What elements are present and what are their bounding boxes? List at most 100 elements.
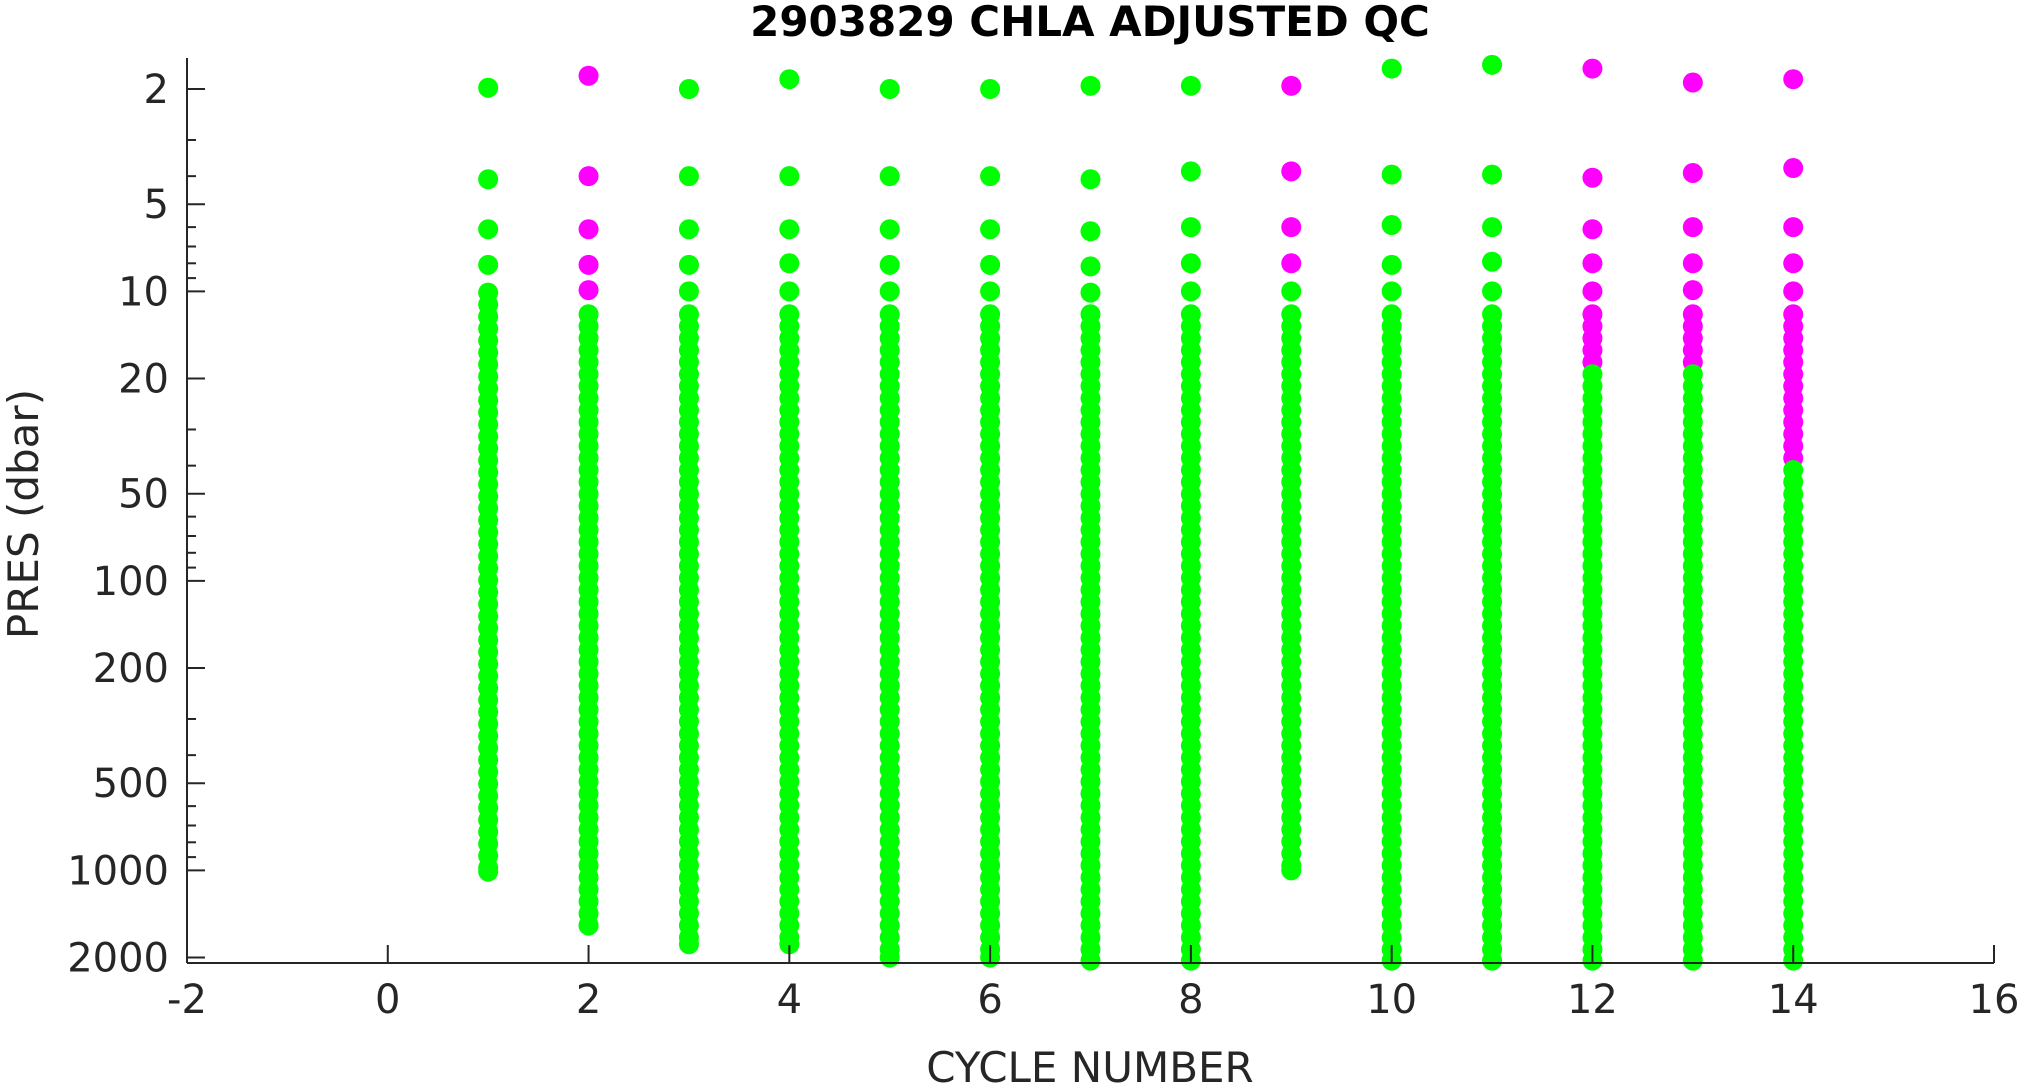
data-point — [578, 280, 599, 301]
data-point — [1080, 169, 1101, 190]
y-tick-label: 1000 — [67, 848, 169, 894]
data-point — [678, 219, 699, 240]
data-point — [1281, 217, 1302, 238]
data-point — [578, 254, 599, 275]
y-tick-label: 500 — [93, 761, 169, 807]
data-point — [779, 934, 800, 955]
x-tick-label: 14 — [1768, 977, 1819, 1023]
y-axis-title: PRES (dbar) — [0, 389, 48, 639]
data-point — [980, 219, 1001, 240]
data-point — [779, 69, 800, 90]
data-point — [1582, 253, 1603, 274]
data-point — [1180, 217, 1201, 238]
x-ticks: -2 0 2 4 6 8 10 12 14 16 — [167, 945, 2019, 1023]
y-tick-label: 100 — [93, 559, 169, 605]
data-point — [1281, 253, 1302, 274]
data-point — [1582, 219, 1603, 240]
chart-title: 2903829 CHLA ADJUSTED QC — [750, 0, 1430, 46]
profile-cycle-1 — [478, 77, 499, 882]
data-point — [1582, 167, 1603, 188]
data-point — [1180, 281, 1201, 302]
x-tick-label: 10 — [1366, 977, 1417, 1023]
x-tick-label: -2 — [167, 977, 207, 1023]
data-point — [1682, 162, 1703, 183]
data-point — [578, 166, 599, 187]
axes: -2 0 2 4 6 8 10 12 14 16 2 5 10 20 50 100 200 500 1000 200… — [67, 58, 2019, 1023]
y-tick-label: 10 — [118, 269, 169, 315]
y-tick-label: 200 — [93, 646, 169, 692]
y-tick-label: 20 — [118, 357, 169, 403]
data-point — [980, 166, 1001, 187]
data-point — [1180, 75, 1201, 96]
data-point — [678, 79, 699, 99]
profile-cycle-11 — [1482, 54, 1503, 971]
data-point — [1381, 58, 1402, 79]
data-point — [1783, 217, 1804, 238]
data-point — [1482, 251, 1503, 272]
data-point — [478, 77, 499, 98]
y-tick-label: 5 — [144, 182, 169, 228]
profile-cycle-5 — [879, 79, 900, 968]
data-point — [779, 219, 800, 240]
data-point — [1180, 161, 1201, 182]
data-point — [1682, 217, 1703, 238]
data-point — [678, 281, 699, 302]
data-point — [1482, 950, 1503, 971]
data-point — [1281, 860, 1302, 881]
data-point — [478, 169, 499, 190]
data-point — [678, 934, 699, 955]
profile-cycle-14 — [1783, 69, 1804, 971]
y-tick-label: 2000 — [67, 936, 169, 982]
x-tick-label: 0 — [375, 977, 400, 1023]
data-point — [1080, 256, 1101, 277]
x-tick-label: 8 — [1178, 977, 1203, 1023]
profile-cycle-3 — [678, 79, 699, 955]
data-point — [1582, 281, 1603, 302]
profile-cycle-7 — [1080, 75, 1101, 971]
data-point — [1482, 164, 1503, 185]
data-point — [1080, 282, 1101, 303]
data-point — [1682, 72, 1703, 93]
profile-cycle-6 — [980, 79, 1001, 968]
data-point — [678, 166, 699, 187]
data-point — [1783, 253, 1804, 274]
data-point — [980, 254, 1001, 275]
y-ticks: 2 5 10 20 50 100 200 500 1000 2000 — [67, 67, 205, 982]
profile-cycle-8 — [1180, 75, 1201, 971]
x-tick-label: 4 — [777, 977, 802, 1023]
data-point — [578, 65, 599, 86]
x-tick-label: 16 — [1969, 977, 2020, 1023]
data-point — [1682, 253, 1703, 274]
data-point — [1482, 281, 1503, 302]
data-point — [1783, 158, 1804, 179]
profile-cycle-9 — [1281, 75, 1302, 881]
data-point — [1281, 75, 1302, 96]
profile-cycle-10 — [1381, 58, 1402, 971]
data-point — [1381, 164, 1402, 185]
x-axis-title: CYCLE NUMBER — [926, 1043, 1254, 1088]
data-point — [1080, 75, 1101, 96]
y-tick-label: 50 — [118, 472, 169, 518]
data-point — [1281, 161, 1302, 182]
data-point — [1381, 215, 1402, 236]
data-point — [779, 253, 800, 274]
profile-cycle-13 — [1682, 72, 1703, 971]
data-point — [1381, 254, 1402, 275]
data-point — [879, 254, 900, 275]
profile-markers — [478, 54, 1804, 971]
data-point — [1080, 221, 1101, 242]
data-point — [478, 861, 499, 882]
data-point — [779, 281, 800, 302]
data-point — [1281, 281, 1302, 302]
data-point — [1582, 58, 1603, 79]
data-point — [1180, 253, 1201, 274]
data-point — [1080, 950, 1101, 971]
data-point — [478, 219, 499, 240]
data-point — [578, 915, 599, 936]
data-point — [478, 254, 499, 275]
y-tick-label: 2 — [144, 67, 169, 113]
data-point — [1682, 280, 1703, 301]
x-tick-label: 2 — [576, 977, 601, 1023]
data-point — [1783, 281, 1804, 302]
